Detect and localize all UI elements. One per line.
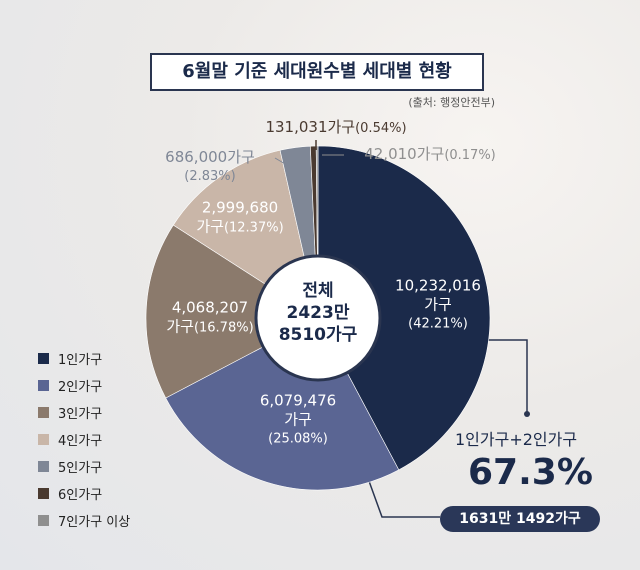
legend-label: 6인가구 [58, 488, 103, 503]
data-label: 42,010가구(0.17%) [330, 145, 530, 165]
callout-dot [524, 411, 530, 417]
percent-label: (25.08%) [268, 431, 328, 447]
data-label: 4,068,207 가구(16.78%) [140, 299, 280, 338]
legend-swatch [38, 488, 49, 499]
data-label: 10,232,016 가구 (42.21%) [373, 277, 503, 334]
data-label: 2,999,680 가구(12.37%) [170, 199, 310, 238]
callout-line [364, 469, 440, 518]
legend-label: 4인가구 [58, 434, 103, 449]
percent-label: (0.17%) [444, 148, 496, 163]
household-label: 42,010가구 [364, 145, 445, 163]
household-label: 2,999,680 가구 [196, 198, 279, 236]
legend-label: 5인가구 [58, 461, 103, 476]
legend-swatch [38, 461, 49, 472]
household-label: 686,000가구 [165, 148, 255, 166]
percent-label: (0.54%) [355, 121, 407, 136]
legend-item: 5인가구 [38, 453, 130, 480]
legend-swatch [38, 515, 49, 526]
percent-label: (2.83%) [184, 169, 236, 184]
legend-swatch [38, 407, 49, 418]
legend-swatch [38, 434, 49, 445]
annotation-total: 1631만 1492가구 [440, 506, 600, 532]
chart-title: 6월말 기준 세대원수별 세대별 현황 [150, 53, 484, 91]
legend-label: 2인가구 [58, 380, 103, 395]
percent-label: (12.37%) [223, 220, 284, 236]
legend: 1인가구 2인가구 3인가구 4인가구 5인가구 6인가구 7인가구 이상 [38, 345, 130, 534]
percent-label: (42.21%) [408, 316, 468, 332]
legend-swatch [38, 380, 49, 391]
data-label: 686,000가구 (2.83%) [140, 148, 280, 186]
center-label: 전체 2423만 8510가구 [278, 281, 358, 345]
legend-item: 2인가구 [38, 372, 130, 399]
legend-label: 3인가구 [58, 407, 103, 422]
legend-label: 7인가구 이상 [58, 515, 131, 530]
leader-line [274, 157, 293, 169]
legend-item: 1인가구 [38, 345, 130, 372]
legend-label: 1인가구 [58, 353, 103, 368]
household-label: 10,232,016 가구 [395, 276, 481, 314]
legend-item: 6인가구 [38, 480, 130, 507]
legend-swatch [38, 353, 49, 364]
household-label: 131,031가구 [265, 118, 356, 136]
legend-item: 3인가구 [38, 399, 130, 426]
donut-hole [254, 254, 382, 382]
callout-line [480, 339, 528, 412]
data-label: 131,031가구(0.54%) [236, 118, 436, 138]
percent-label: (16.78%) [193, 320, 254, 336]
legend-item: 7인가구 이상 [38, 507, 130, 534]
source: (출처: 행정안전부) [408, 96, 495, 109]
annotation-percent: 67.3% [468, 452, 593, 493]
data-label: 6,079,476 가구 (25.08%) [233, 392, 363, 449]
annotation-text: 1인가구+2인가구 [455, 430, 578, 449]
household-label: 4,068,207 가구 [166, 298, 249, 336]
legend-item: 4인가구 [38, 426, 130, 453]
household-label: 6,079,476 가구 [259, 391, 337, 429]
